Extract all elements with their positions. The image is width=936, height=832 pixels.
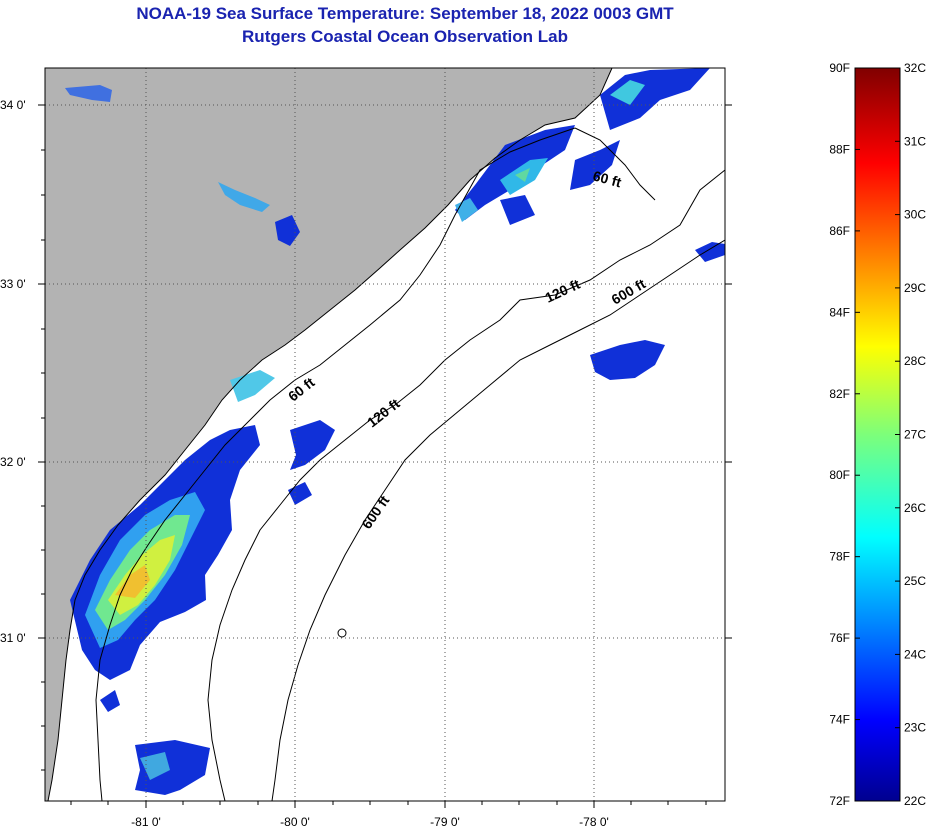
lon-label-79: -79 0': [430, 815, 460, 829]
colorbar-f-label: 88F: [829, 142, 850, 156]
axis-ticks: [38, 104, 732, 808]
colorbar-c-label: 27C: [904, 428, 926, 442]
colorbar-c-label: 32C: [904, 61, 926, 75]
colorbar-f-label: 90F: [829, 61, 850, 75]
colorbar-c-label: 24C: [904, 647, 926, 661]
colorbar-f-label: 80F: [829, 468, 850, 482]
colorbar-c-label: 31C: [904, 134, 926, 148]
map-title: NOAA-19 Sea Surface Temperature: Septemb…: [136, 4, 674, 23]
colorbar-f-label: 82F: [829, 387, 850, 401]
map-frame: [44, 67, 726, 802]
sst-data-patches: [65, 68, 725, 795]
colorbar-f-label: 78F: [829, 550, 850, 564]
colorbar-c-label: 22C: [904, 794, 926, 808]
contour-60ft: [95, 127, 576, 801]
lat-label-34: 34 0': [0, 98, 26, 112]
colorbar-c-label: 26C: [904, 501, 926, 515]
graticule: [45, 68, 725, 801]
colorbar-f-label: 86F: [829, 224, 850, 238]
colorbar-ticks: [855, 67, 900, 802]
colorbar-c-label: 23C: [904, 721, 926, 735]
colorbar-c-label: 29C: [904, 281, 926, 295]
land-mass: [45, 68, 612, 801]
colorbar-c-label: 25C: [904, 574, 926, 588]
colorbar-c-label: 30C: [904, 208, 926, 222]
lat-label-31: 31 0': [0, 631, 26, 645]
colorbar-f-label: 74F: [829, 713, 850, 727]
colorbar-f-label: 76F: [829, 631, 850, 645]
lon-label-80: -80 0': [280, 815, 310, 829]
seamount-contour: [337, 628, 347, 638]
colorbar-fahrenheit-labels: 90F 88F 86F 84F 82F 80F 78F 76F 74F 72F: [829, 61, 850, 808]
contour-120ft: [207, 169, 725, 801]
contour-600ft: [271, 239, 725, 801]
lon-label-78: -78 0': [579, 815, 609, 829]
colorbar-celsius-labels: 32C 31C 30C 29C 28C 27C 26C 25C 24C 23C 22C: [904, 61, 926, 808]
colorbar: [854, 67, 901, 802]
lon-label-81: -81 0': [131, 815, 161, 829]
colorbar-f-label: 84F: [829, 305, 850, 319]
lat-label-32: 32 0': [0, 455, 26, 469]
contour-label-60ft-north: 60 ft: [591, 167, 623, 190]
colorbar-f-label: 72F: [829, 794, 850, 808]
lat-label-33: 33 0': [0, 277, 26, 291]
map-subtitle: Rutgers Coastal Ocean Observation Lab: [242, 27, 568, 46]
colorbar-c-label: 28C: [904, 354, 926, 368]
contour-60ft-north: [574, 127, 656, 201]
coastline: [47, 68, 613, 801]
